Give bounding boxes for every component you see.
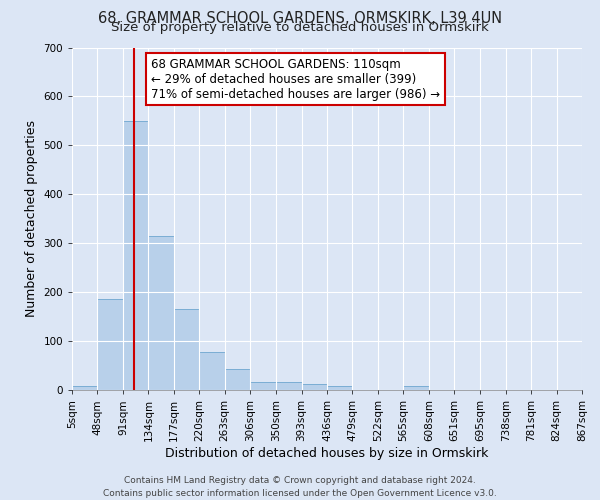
Y-axis label: Number of detached properties: Number of detached properties	[25, 120, 38, 318]
Bar	[97, 300, 123, 390]
Bar	[148, 236, 174, 390]
Bar	[250, 382, 276, 390]
X-axis label: Distribution of detached houses by size in Ormskirk: Distribution of detached houses by size …	[166, 446, 488, 460]
Bar	[123, 121, 148, 390]
Bar	[276, 382, 302, 390]
Bar	[199, 352, 224, 390]
Bar	[174, 310, 199, 390]
Text: Size of property relative to detached houses in Ormskirk: Size of property relative to detached ho…	[111, 22, 489, 35]
Text: Contains HM Land Registry data © Crown copyright and database right 2024.
Contai: Contains HM Land Registry data © Crown c…	[103, 476, 497, 498]
Bar	[302, 384, 327, 390]
Text: 68, GRAMMAR SCHOOL GARDENS, ORMSKIRK, L39 4UN: 68, GRAMMAR SCHOOL GARDENS, ORMSKIRK, L3…	[98, 11, 502, 26]
Text: 68 GRAMMAR SCHOOL GARDENS: 110sqm
← 29% of detached houses are smaller (399)
71%: 68 GRAMMAR SCHOOL GARDENS: 110sqm ← 29% …	[151, 58, 440, 101]
Bar	[224, 369, 250, 390]
Bar	[327, 386, 352, 390]
Bar	[403, 386, 429, 390]
Bar	[72, 386, 97, 390]
